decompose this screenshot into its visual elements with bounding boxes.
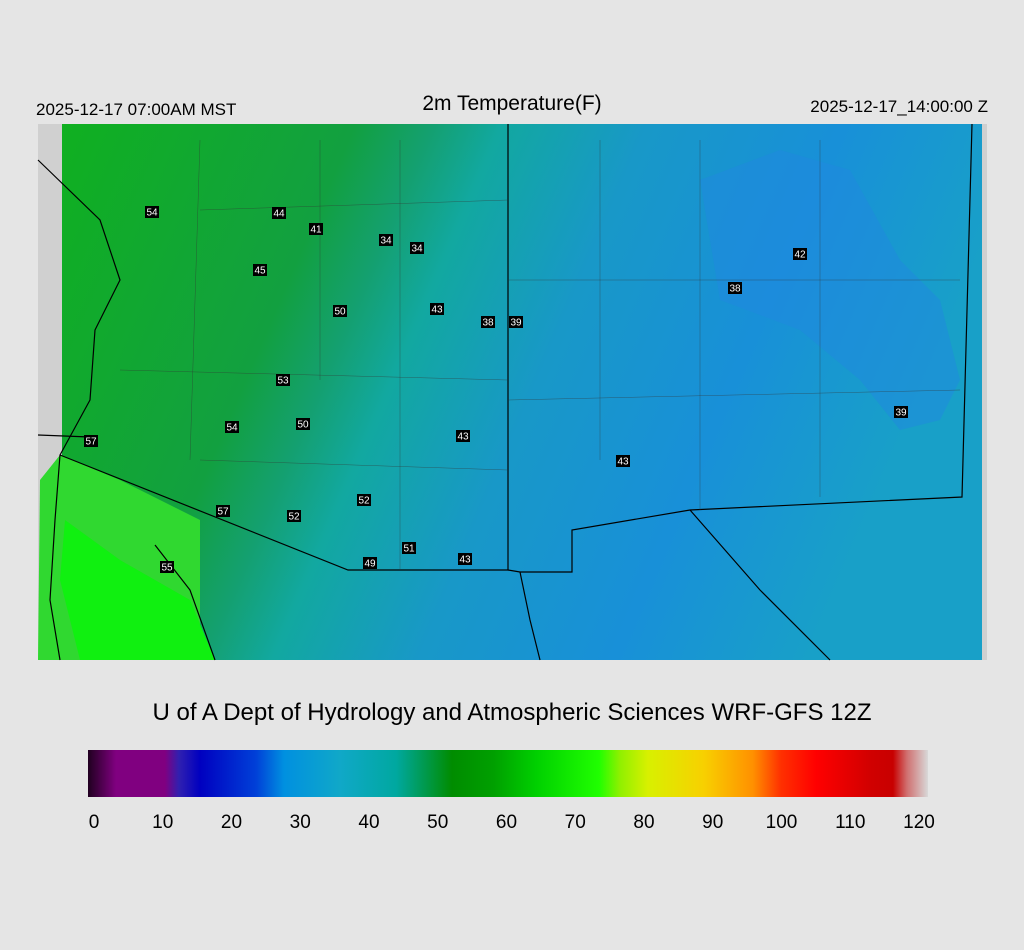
colorbar-tick-label: 40	[358, 812, 379, 833]
station-box	[272, 207, 286, 219]
station-box	[296, 418, 310, 430]
colorbar-tick-label: 30	[290, 812, 311, 833]
station-box	[894, 406, 908, 418]
station-box	[363, 557, 377, 569]
station-box	[379, 234, 393, 246]
colorbar-tick-label: 20	[221, 812, 242, 833]
station-value: 43	[617, 457, 629, 468]
station-value: 34	[380, 236, 392, 247]
station-value: 42	[794, 250, 806, 261]
station-box	[509, 316, 523, 328]
station-value: 54	[146, 208, 158, 219]
station-box	[793, 248, 807, 260]
station-value: 51	[403, 544, 415, 555]
station-box	[458, 553, 472, 565]
station-box	[287, 510, 301, 522]
warm-area	[60, 520, 215, 660]
credit: U of A Dept of Hydrology and Atmospheric…	[153, 699, 872, 726]
colorbar-ramp	[88, 750, 928, 797]
station-box	[225, 421, 239, 433]
station-value: 45	[254, 266, 266, 277]
station-value: 39	[510, 318, 522, 329]
station-box	[410, 242, 424, 254]
station-box	[456, 430, 470, 442]
station-value: 49	[364, 559, 376, 570]
station-box	[728, 282, 742, 294]
station-box	[276, 374, 290, 386]
colorbar-tick-label: 50	[427, 812, 448, 833]
station-box	[84, 435, 98, 447]
map-title: 2m Temperature(F)	[422, 92, 601, 115]
station-value: 57	[217, 507, 229, 518]
cold-area	[700, 150, 960, 430]
colorbar: 0 10 20 30 40 50 60 70 80 90 100 110 120	[88, 750, 935, 833]
station-box	[145, 206, 159, 218]
station-value: 52	[358, 496, 370, 507]
valid-utc-time: 2025-12-17_14:00:00 Z	[810, 97, 988, 116]
colorbar-tick-label: 80	[633, 812, 654, 833]
station-value: 52	[288, 512, 300, 523]
station-value: 53	[277, 376, 289, 387]
station-value: 57	[85, 437, 97, 448]
station-value: 50	[297, 420, 309, 431]
colorbar-tick-label: 120	[903, 812, 935, 833]
station-box	[253, 264, 267, 276]
station-value: 34	[411, 244, 423, 255]
colorbar-tick-label: 110	[835, 812, 865, 833]
station-box	[402, 542, 416, 554]
station-box	[430, 303, 444, 315]
station-value: 54	[226, 423, 238, 434]
colorbar-tick-label: 100	[766, 812, 798, 833]
county-lines	[119, 139, 961, 570]
station-box	[216, 505, 230, 517]
station-value: 38	[729, 284, 741, 295]
station-value: 43	[431, 305, 443, 316]
station-value: 44	[273, 209, 285, 220]
station-value: 43	[457, 432, 469, 443]
station-value: 41	[310, 225, 322, 236]
station-value: 55	[161, 563, 173, 574]
station-box	[357, 494, 371, 506]
colorbar-tick-label: 0	[89, 812, 100, 833]
map: 54 44 41 34 34 45 50 43 38 39 42 38 53 54 50 43 39 57 43 52…	[37, 123, 987, 661]
station-box	[481, 316, 495, 328]
colorbar-tick-label: 60	[496, 812, 517, 833]
station-value: 50	[334, 307, 346, 318]
station-box	[333, 305, 347, 317]
station-value: 43	[459, 555, 471, 566]
colorbar-tick-label: 90	[702, 812, 723, 833]
station-value: 39	[895, 408, 907, 419]
boundaries	[37, 123, 973, 661]
station-box	[616, 455, 630, 467]
colorbar-tick-label: 10	[152, 812, 173, 833]
station-box	[160, 561, 174, 573]
station-box	[309, 223, 323, 235]
valid-local-time: 2025-12-17 07:00AM MST	[36, 100, 236, 119]
station-value: 38	[482, 318, 494, 329]
colorbar-tick-label: 70	[565, 812, 586, 833]
